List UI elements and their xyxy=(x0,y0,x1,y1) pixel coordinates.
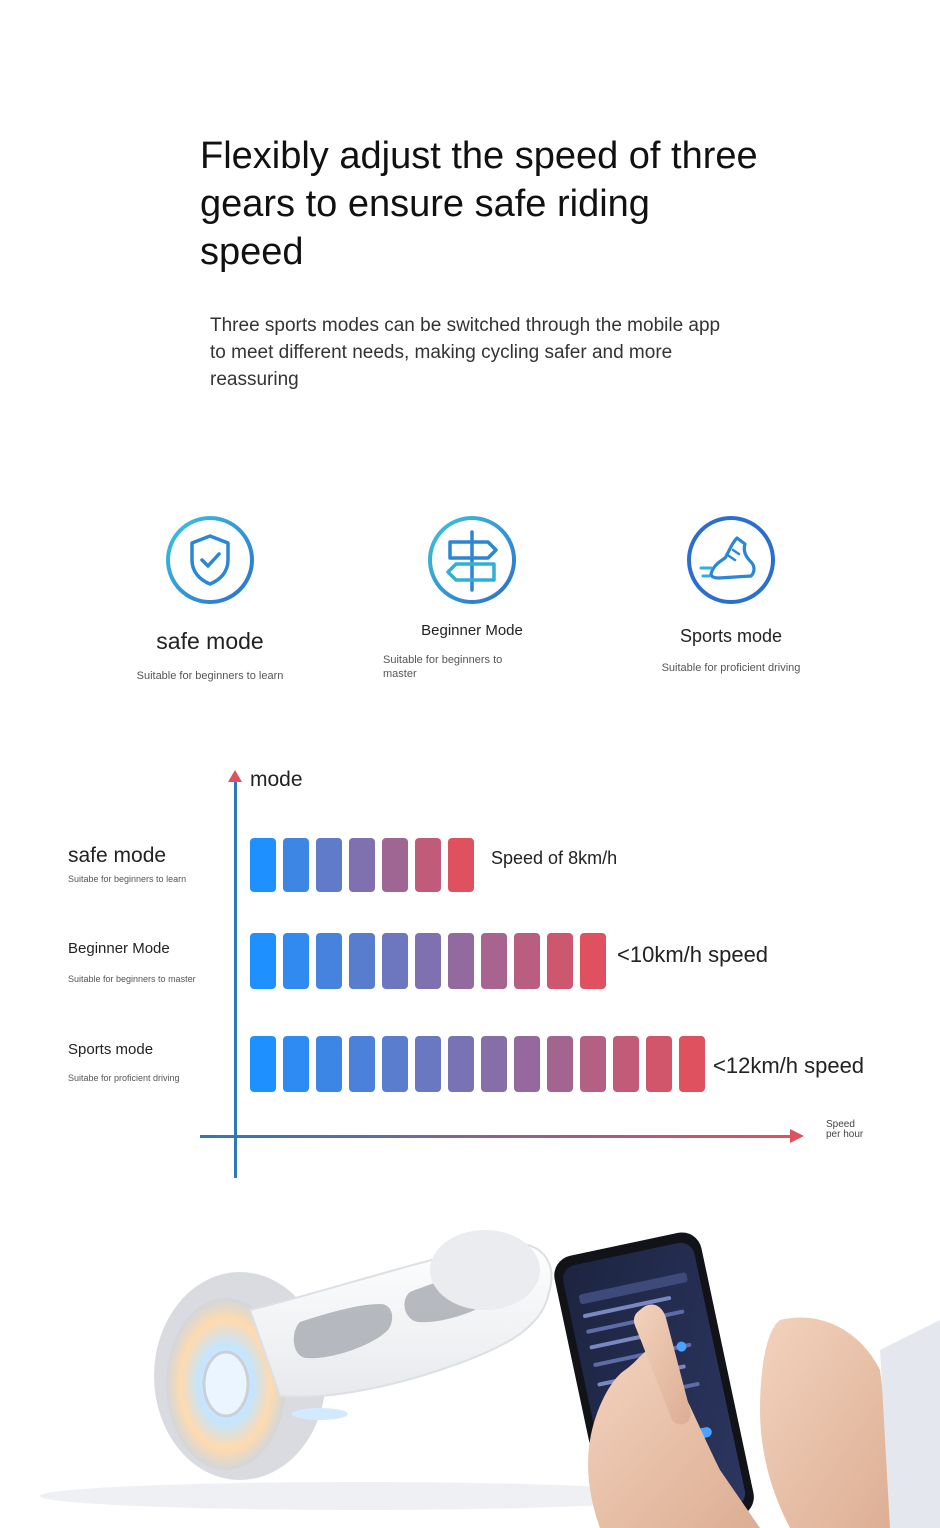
speed-bar-segment xyxy=(283,933,309,989)
speed-bar-segment xyxy=(349,933,375,989)
speed-bar-segment xyxy=(349,1036,375,1092)
mode-card-beginner: Beginner Mode Suitable for beginners to … xyxy=(352,514,592,681)
row-title-safe: safe mode xyxy=(68,844,167,867)
subheadline: Three sports modes can be switched throu… xyxy=(210,315,721,390)
speed-bar-segment xyxy=(283,838,309,892)
signpost-icon xyxy=(428,516,516,604)
mode-desc: Suitable for beginners to master xyxy=(383,654,503,680)
running-shoe-icon xyxy=(687,516,775,604)
speed-bar-segment xyxy=(448,933,474,989)
shield-check-icon xyxy=(166,516,254,604)
speed-bar-segment xyxy=(316,838,342,892)
row-desc-safe: Suitabe for beginners to learn xyxy=(68,874,187,884)
speed-bar-segment xyxy=(283,1036,309,1092)
speed-bar-segment xyxy=(349,838,375,892)
speed-bar-segment xyxy=(580,1036,606,1092)
speed-bar-sports xyxy=(250,1036,705,1092)
speed-bar-segment xyxy=(547,1036,573,1092)
mode-card-sports: Sports mode Suitable for proficient driv… xyxy=(611,514,851,675)
speed-bar-segment xyxy=(514,1036,540,1092)
x-axis-arrow-icon xyxy=(790,1129,804,1143)
speed-bar-segment xyxy=(547,933,573,989)
speed-bar-segment xyxy=(316,1036,342,1092)
y-axis xyxy=(234,782,237,1178)
speed-bar-segment xyxy=(481,933,507,989)
mode-desc: Suitable for beginners to learn xyxy=(136,670,284,682)
speed-bar-segment xyxy=(382,838,408,892)
speed-bar-segment xyxy=(613,1036,639,1092)
speed-bar-segment xyxy=(250,838,276,892)
hoverboard xyxy=(154,1230,553,1480)
speed-bar-segment xyxy=(514,933,540,989)
mode-desc: Suitable for proficient driving xyxy=(661,662,801,674)
speed-bar-segment xyxy=(415,933,441,989)
speed-bar-segment xyxy=(580,933,606,989)
speed-bar-segment xyxy=(448,838,474,892)
speed-bar-segment xyxy=(679,1036,705,1092)
hands xyxy=(588,1304,940,1528)
speed-bar-beginner xyxy=(250,933,606,989)
x-axis xyxy=(200,1135,792,1138)
y-axis-arrow-icon xyxy=(228,770,242,782)
headline: Flexibly adjust the speed of three gears… xyxy=(200,135,758,273)
row-title-beginner: Beginner Mode xyxy=(68,940,170,957)
mode-title: Sports mode xyxy=(679,626,783,646)
row-title-sports: Sports mode xyxy=(68,1041,154,1058)
product-photo xyxy=(40,1230,940,1528)
speed-label-sports: <12km/h speed xyxy=(713,1053,865,1078)
speed-bar-segment xyxy=(481,1036,507,1092)
row-desc-beginner: Suitable for beginners to master xyxy=(68,974,196,984)
speed-label-safe: Speed of 8km/h xyxy=(491,848,618,868)
speed-bar-segment xyxy=(415,1036,441,1092)
speed-bar-segment xyxy=(316,933,342,989)
speed-bar-segment xyxy=(415,838,441,892)
speed-bar-segment xyxy=(382,1036,408,1092)
speed-bar-safe xyxy=(250,838,474,892)
mode-title: safe mode xyxy=(156,628,264,654)
mode-title: Beginner Mode xyxy=(421,622,523,639)
speed-bar-segment xyxy=(382,933,408,989)
speed-label-beginner: <10km/h speed xyxy=(617,942,769,967)
speed-bar-segment xyxy=(646,1036,672,1092)
x-axis-label: Speed per hour xyxy=(826,1119,864,1140)
row-desc-sports: Suitabe for proficient driving xyxy=(68,1073,180,1083)
mode-card-safe: safe mode Suitable for beginners to lear… xyxy=(90,514,330,683)
speed-bar-segment xyxy=(250,933,276,989)
speed-bar-segment xyxy=(250,1036,276,1092)
y-axis-label: mode xyxy=(250,768,303,791)
speed-bar-segment xyxy=(448,1036,474,1092)
